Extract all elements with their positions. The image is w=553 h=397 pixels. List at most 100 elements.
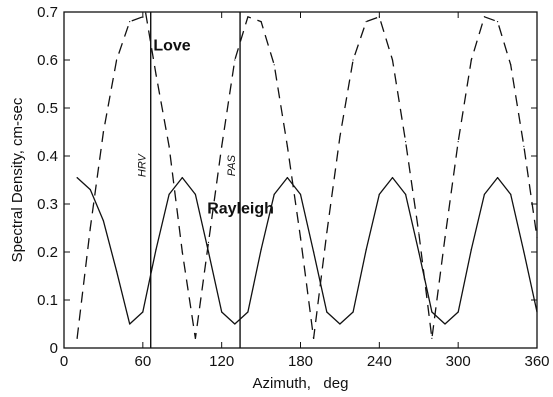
reference-line-label: HRV <box>137 152 149 177</box>
data-point-love <box>234 59 236 61</box>
x-tick-label: 180 <box>288 353 313 370</box>
data-point-love <box>431 337 433 339</box>
data-point-love <box>168 145 170 147</box>
data-point-rayleigh <box>142 311 144 313</box>
x-tick-label: 360 <box>524 353 549 370</box>
x-axis-ticks: 0 60 120 180 240 300 360 <box>60 12 550 370</box>
x-tick-label: 240 <box>367 353 392 370</box>
data-point-love <box>483 16 486 18</box>
data-point-rayleigh <box>339 323 341 325</box>
data-point-love <box>496 21 499 23</box>
data-point-rayleigh <box>313 251 315 253</box>
x-axis-label: Azimuth, deg <box>253 375 349 392</box>
y-axis-ticks: 0 0.1 0.2 0.3 0.4 0.5 0.6 0.7 <box>37 4 537 357</box>
data-point-love <box>194 337 196 339</box>
data-point-rayleigh <box>391 177 394 179</box>
data-point-rayleigh <box>496 177 499 179</box>
x-tick-label: 0 <box>60 353 68 370</box>
data-point-rayleigh <box>221 311 223 313</box>
data-point-love <box>391 59 394 61</box>
data-point-rayleigh <box>405 193 407 195</box>
data-point-rayleigh <box>207 251 210 253</box>
y-axis-label: Spectral Density, cm-sec <box>9 97 26 262</box>
y-tick-label: 0.7 <box>37 4 58 21</box>
data-point-love <box>260 21 262 23</box>
annotations: Love Rayleigh <box>153 37 274 217</box>
y-tick-label: 0.4 <box>37 148 58 165</box>
data-point-rayleigh <box>418 251 420 253</box>
x-tick-label: 60 <box>134 353 151 370</box>
data-point-love <box>339 136 341 138</box>
data-point-rayleigh <box>247 311 249 313</box>
data-point-love <box>142 16 144 18</box>
data-point-rayleigh <box>299 193 302 195</box>
series-love <box>76 11 538 340</box>
data-point-rayleigh <box>470 249 472 251</box>
series-rayleigh <box>76 176 538 325</box>
y-tick-label: 0.6 <box>37 52 58 69</box>
data-point-love <box>470 59 472 61</box>
data-point-rayleigh <box>102 220 105 222</box>
reference-lines: HRV PAS <box>137 12 241 348</box>
y-tick-label: 0.5 <box>37 100 58 117</box>
y-tick-label: 0.2 <box>37 244 58 261</box>
data-point-love <box>76 337 78 339</box>
data-point-rayleigh <box>260 249 262 251</box>
data-point-rayleigh <box>234 323 236 325</box>
data-point-love <box>299 237 302 239</box>
series-line-rayleigh <box>76 176 538 325</box>
reference-line-label: PAS <box>226 154 238 176</box>
data-point-love <box>378 16 380 18</box>
data-point-love <box>418 232 420 234</box>
data-point-love <box>365 21 367 23</box>
x-tick-label: 120 <box>209 353 234 370</box>
data-point-love <box>129 21 131 23</box>
data-point-love <box>273 64 275 66</box>
data-point-rayleigh <box>510 193 512 195</box>
y-tick-label: 0 <box>50 340 58 357</box>
data-point-love <box>155 73 157 75</box>
x-tick-label: 300 <box>446 353 471 370</box>
y-tick-label: 0.3 <box>37 196 58 213</box>
annotation-love: Love <box>153 37 190 54</box>
annotation-rayleigh: Rayleigh <box>207 201 274 218</box>
data-point-love <box>536 237 538 239</box>
data-point-love <box>510 64 512 66</box>
data-point-love <box>207 241 210 243</box>
data-point-love <box>102 131 105 133</box>
data-point-rayleigh <box>326 311 328 313</box>
data-point-rayleigh <box>181 177 183 179</box>
y-tick-label: 0.1 <box>37 292 58 309</box>
data-point-love <box>115 59 118 61</box>
data-point-love <box>89 227 91 229</box>
data-point-rayleigh <box>168 193 170 195</box>
data-point-love <box>352 59 354 61</box>
data-point-rayleigh <box>194 193 196 195</box>
data-point-rayleigh <box>286 177 288 179</box>
data-point-love <box>326 232 328 234</box>
plot-area: 0 0.1 0.2 0.3 0.4 0.5 0.6 0.7 0 60 120 180 240 300 36… <box>37 4 549 370</box>
data-point-love <box>144 11 147 13</box>
data-point-rayleigh <box>352 311 354 313</box>
data-point-love <box>286 145 288 147</box>
data-point-love <box>523 145 525 147</box>
data-point-love <box>457 141 459 143</box>
data-point-love <box>313 337 315 339</box>
data-point-love <box>247 16 249 18</box>
data-point-rayleigh <box>536 311 538 313</box>
data-point-rayleigh <box>89 189 91 191</box>
data-point-rayleigh <box>76 177 78 179</box>
data-point-rayleigh <box>457 311 459 313</box>
data-point-rayleigh <box>273 193 275 195</box>
data-point-rayleigh <box>431 311 433 313</box>
data-point-love <box>444 237 446 239</box>
series-layer <box>76 11 538 340</box>
data-point-rayleigh <box>483 193 486 195</box>
data-point-love <box>405 141 407 143</box>
data-point-rayleigh <box>444 323 446 325</box>
data-point-rayleigh <box>115 270 118 272</box>
data-point-rayleigh <box>129 323 131 325</box>
data-point-love <box>181 251 183 253</box>
data-point-rayleigh <box>155 249 157 251</box>
